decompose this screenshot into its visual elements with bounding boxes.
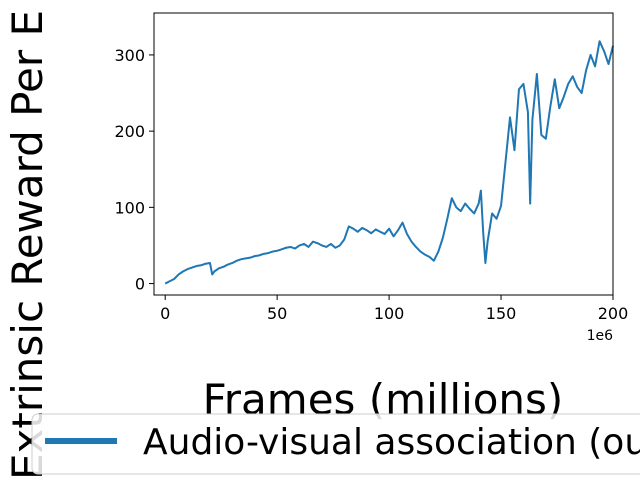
plot-area-frame <box>153 12 614 296</box>
series-line <box>164 40 614 285</box>
x-tick-label: 0 <box>160 304 170 323</box>
legend-box <box>31 413 640 475</box>
x-tick-label: 100 <box>374 304 405 323</box>
legend: Audio-visual association (ours) <box>31 413 640 475</box>
x-tick-label: 200 <box>598 304 629 323</box>
y-axis-ticks: 0 100 200 300 <box>114 46 154 294</box>
y-tick-label: 100 <box>114 198 145 217</box>
x-tick-label: 150 <box>486 304 517 323</box>
x-axis-offset-label: 1e6 <box>587 328 614 344</box>
x-axis-ticks: 0 50 100 150 200 <box>160 295 628 323</box>
y-axis-label: Extrinsic Reward Per E <box>3 10 52 480</box>
x-tick-label: 50 <box>267 304 287 323</box>
series-lines <box>164 40 614 285</box>
y-tick-label: 300 <box>114 46 145 65</box>
legend-label: Audio-visual association (ours) <box>143 422 640 463</box>
y-tick-label: 200 <box>114 122 145 141</box>
y-tick-label: 0 <box>135 275 145 294</box>
